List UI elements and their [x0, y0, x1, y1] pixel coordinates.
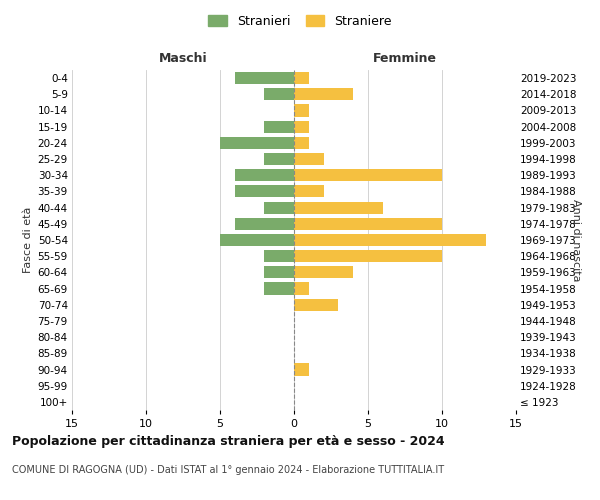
Text: COMUNE DI RAGOGNA (UD) - Dati ISTAT al 1° gennaio 2024 - Elaborazione TUTTITALIA: COMUNE DI RAGOGNA (UD) - Dati ISTAT al 1…: [12, 465, 444, 475]
Bar: [235, 186, 294, 198]
Bar: [294, 104, 309, 117]
Text: Femmine: Femmine: [373, 52, 437, 65]
Bar: [220, 137, 294, 149]
Bar: [265, 282, 294, 294]
Y-axis label: Anni di nascita: Anni di nascita: [571, 198, 581, 281]
Bar: [294, 153, 323, 165]
Bar: [294, 120, 309, 132]
Bar: [294, 282, 309, 294]
Bar: [265, 153, 294, 165]
Text: Maschi: Maschi: [158, 52, 208, 65]
Bar: [265, 88, 294, 101]
Bar: [265, 202, 294, 213]
Bar: [235, 169, 294, 181]
Text: Popolazione per cittadinanza straniera per età e sesso - 2024: Popolazione per cittadinanza straniera p…: [12, 435, 445, 448]
Bar: [294, 298, 338, 311]
Bar: [294, 169, 442, 181]
Bar: [294, 186, 323, 198]
Bar: [294, 234, 487, 246]
Bar: [235, 72, 294, 84]
Bar: [265, 120, 294, 132]
Bar: [294, 364, 309, 376]
Legend: Stranieri, Straniere: Stranieri, Straniere: [205, 11, 395, 32]
Bar: [294, 88, 353, 101]
Bar: [294, 137, 309, 149]
Y-axis label: Fasce di età: Fasce di età: [23, 207, 34, 273]
Bar: [294, 72, 309, 84]
Bar: [220, 234, 294, 246]
Bar: [235, 218, 294, 230]
Bar: [294, 218, 442, 230]
Bar: [265, 250, 294, 262]
Bar: [265, 266, 294, 278]
Bar: [294, 202, 383, 213]
Bar: [294, 266, 353, 278]
Bar: [294, 250, 442, 262]
